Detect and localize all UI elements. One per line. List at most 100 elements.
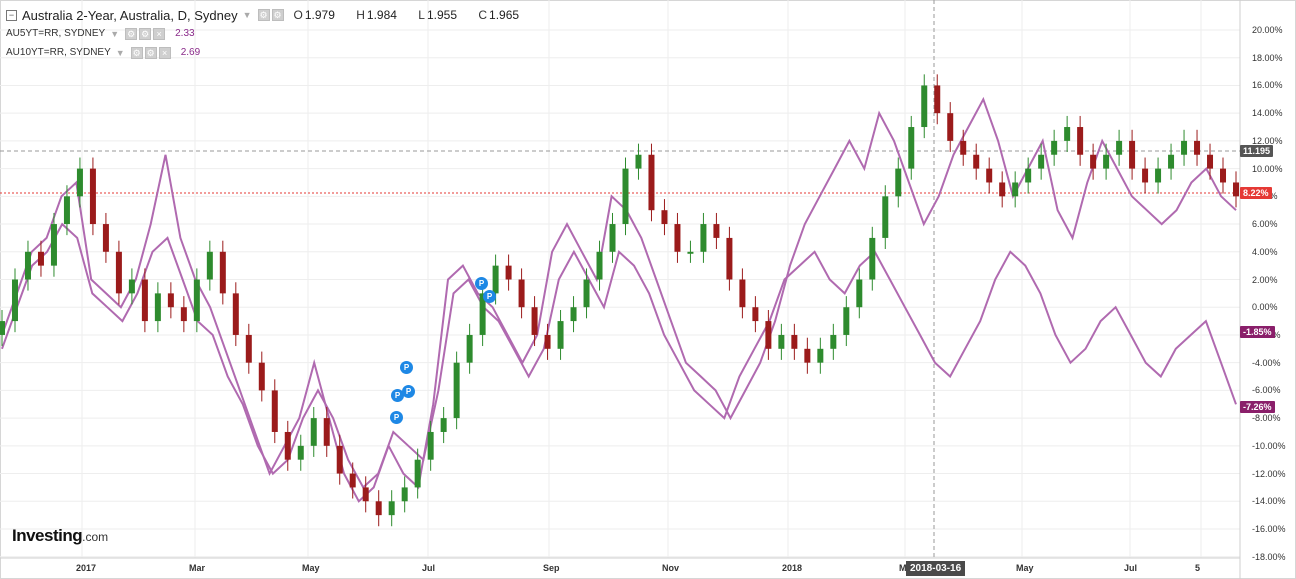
close-icon[interactable]: ×: [158, 46, 171, 59]
candle-body: [1038, 154, 1045, 169]
y-tick-label: -10.00%: [1252, 440, 1286, 451]
x-tick-label: Mar: [189, 563, 206, 573]
candle-body: [63, 196, 70, 225]
candle-body: [947, 113, 954, 141]
candle-body: [24, 251, 31, 280]
settings-icon-2[interactable]: ⚙: [139, 27, 152, 40]
x-tick-label: Sep: [543, 563, 560, 573]
candle-body: [973, 154, 980, 169]
dashed-price-tag: 11.195: [1240, 145, 1274, 157]
series-name-au10: AU10YT=RR, SYDNEY: [6, 47, 111, 58]
candle-body: [986, 168, 993, 183]
x-tick-label: Jul: [422, 563, 436, 573]
candle-body: [1220, 168, 1227, 183]
open-value: 1.979: [304, 8, 335, 22]
y-tick-label: -16.00%: [1252, 524, 1286, 534]
y-tick-label: -18.00%: [1252, 551, 1286, 562]
settings-icon[interactable]: ⚙: [257, 9, 270, 21]
candle-body: [466, 334, 473, 363]
event-marker[interactable]: P: [402, 385, 415, 398]
candle-body: [843, 307, 850, 335]
chevron-down-icon[interactable]: ▼: [110, 28, 120, 39]
candle-body: [1129, 140, 1136, 169]
y-tick-label: 16.00%: [1252, 80, 1283, 91]
candle-body: [1116, 140, 1123, 155]
settings-icon[interactable]: ⚙: [130, 46, 143, 59]
y-tick-label: 10.00%: [1252, 163, 1283, 174]
y-tick-label: -8.00%: [1252, 413, 1281, 424]
candle-body: [960, 140, 967, 155]
candle-body: [271, 390, 278, 432]
chart-title: Australia 2-Year, Australia, D, Sydney: [22, 7, 238, 23]
settings-icon-2[interactable]: ⚙: [144, 46, 157, 59]
candle-body: [999, 182, 1006, 197]
y-tick-label: -14.00%: [1252, 496, 1286, 507]
candle-body: [414, 459, 421, 488]
candle-body: [544, 334, 551, 349]
candle-body: [401, 487, 408, 502]
event-marker[interactable]: P: [390, 411, 403, 424]
candle-body: [0, 321, 5, 335]
candle-body: [453, 362, 460, 419]
x-tick-label: May: [302, 563, 320, 573]
candle-body: [440, 418, 447, 432]
y-tick-label: -4.00%: [1252, 357, 1281, 368]
legend-main-row: − Australia 2-Year, Australia, D, Sydney…: [6, 6, 537, 24]
candle-body: [362, 487, 369, 502]
y-tick-label: 12.00%: [1252, 135, 1283, 146]
candle-body: [375, 501, 382, 516]
current-price-tag: 8.22%: [1240, 187, 1272, 199]
y-tick-label: -6.00%: [1252, 385, 1281, 396]
candle-body: [479, 293, 486, 335]
close-value: 1.965: [489, 8, 520, 22]
candle-body: [1077, 127, 1084, 155]
chevron-down-icon[interactable]: ▼: [242, 10, 252, 20]
x-tick-label: Jul: [1124, 563, 1138, 573]
candle-body: [323, 418, 330, 446]
candle-body: [1207, 154, 1214, 169]
candle-body: [817, 348, 824, 363]
candle-body: [258, 362, 265, 391]
candle-body: [167, 293, 174, 308]
event-marker[interactable]: P: [475, 277, 488, 290]
au10-price-tag: -7.26%: [1240, 401, 1275, 413]
candle-body: [154, 293, 161, 322]
collapse-icon[interactable]: −: [6, 9, 17, 21]
candle-body: [219, 251, 226, 294]
y-tick-label: 0.00%: [1252, 302, 1278, 313]
investing-logo: Investing.com: [12, 526, 109, 545]
settings-icon-2[interactable]: ⚙: [271, 9, 284, 21]
candle-body: [115, 251, 122, 294]
candle-body: [1012, 182, 1019, 197]
candle-body: [284, 431, 291, 460]
candle-body: [1181, 140, 1188, 155]
candle-body: [739, 279, 746, 308]
candle-body: [336, 445, 343, 474]
close-icon[interactable]: ×: [153, 27, 166, 40]
candle-body: [245, 334, 252, 363]
series-line-au10: [1, 222, 1237, 490]
candle-body: [1103, 154, 1110, 169]
event-marker[interactable]: P: [391, 389, 404, 402]
candle-body: [856, 279, 863, 308]
candle-body: [1051, 140, 1058, 155]
candle-body: [648, 154, 655, 211]
event-marker[interactable]: P: [483, 290, 496, 303]
legend-series-au10: AU10YT=RR, SYDNEY ▼ ⚙ ⚙ × 2.69: [6, 43, 537, 62]
candle-body: [908, 127, 915, 169]
candle-body: [557, 321, 564, 349]
candle-body: [869, 237, 876, 280]
candle-body: [1168, 154, 1175, 169]
series-value-au5: 2.33: [175, 28, 195, 39]
legend-series-au5: AU5YT=RR, SYDNEY ▼ ⚙ ⚙ × 2.33: [6, 24, 537, 43]
x-tick-label: M: [899, 563, 907, 573]
candle-body: [388, 501, 395, 516]
event-marker[interactable]: P: [400, 361, 413, 374]
candle-body: [50, 224, 57, 266]
settings-icon[interactable]: ⚙: [125, 27, 138, 40]
candle-body: [713, 224, 720, 238]
candle-body: [934, 85, 941, 114]
candle-body: [661, 210, 668, 225]
chevron-down-icon[interactable]: ▼: [115, 47, 125, 58]
